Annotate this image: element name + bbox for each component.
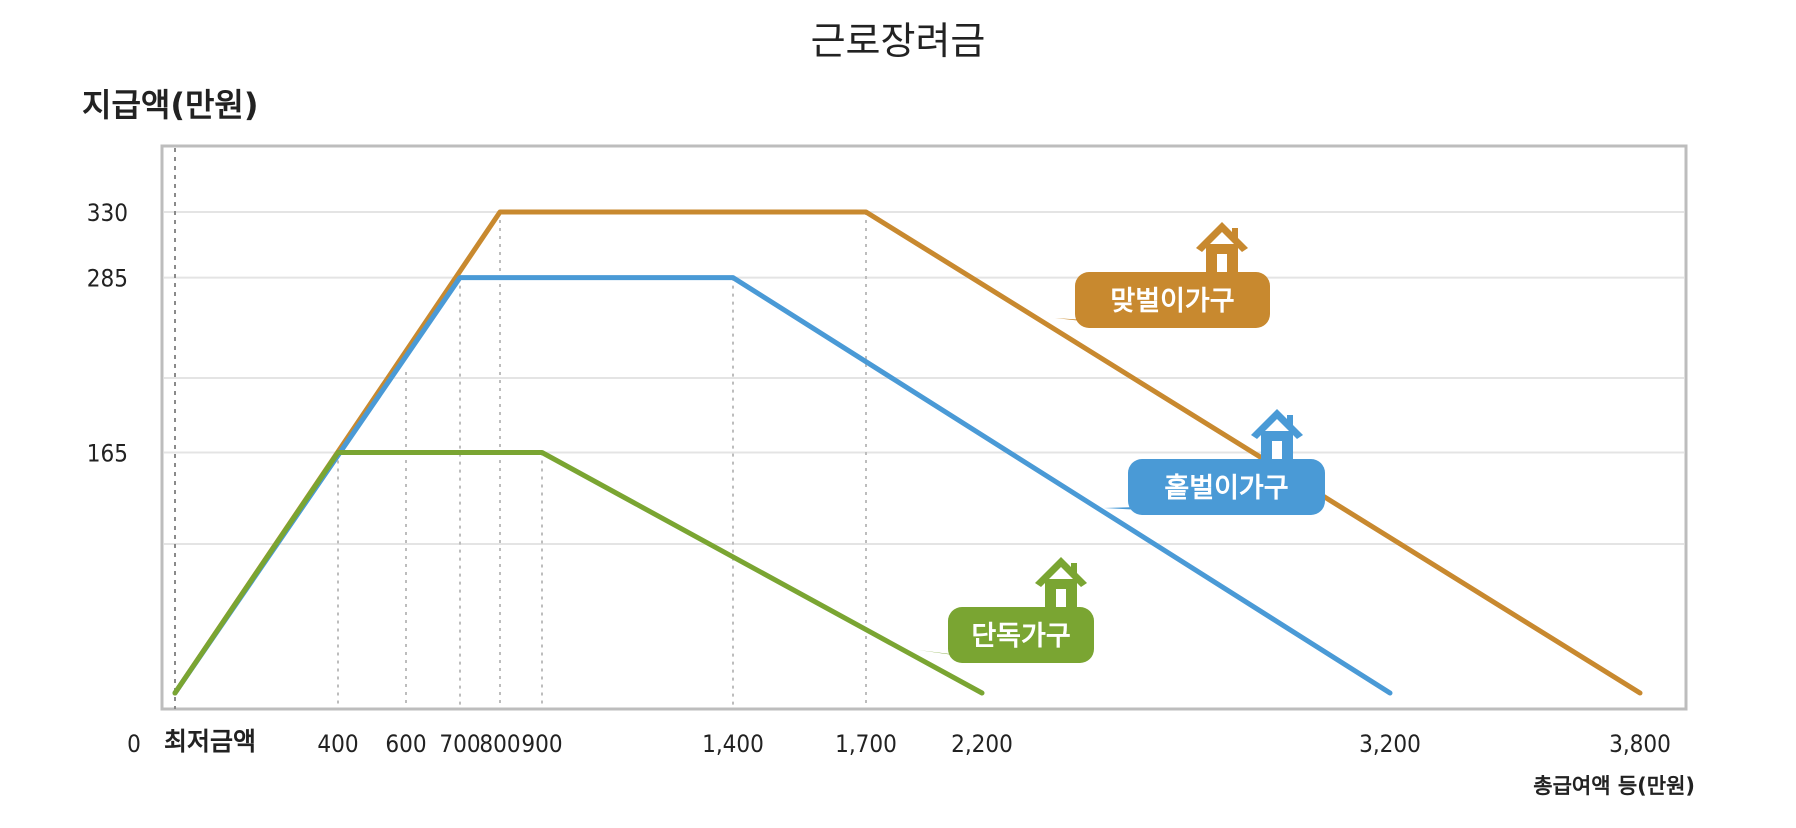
x-tick-label: 900 <box>521 730 562 758</box>
series-lines <box>172 209 1643 696</box>
house-door <box>1272 441 1282 459</box>
x-tick-label: 800 <box>479 730 520 758</box>
x-tick-label: 600 <box>385 730 426 758</box>
badge-box <box>1128 459 1325 515</box>
x-tick-label: 400 <box>317 730 358 758</box>
house-chimney <box>1287 415 1293 427</box>
badge-label: 단독가구 <box>971 621 1070 652</box>
x-tick-label: 1,700 <box>835 730 897 758</box>
x-tick-label: 3,800 <box>1609 730 1671 758</box>
plot-frame <box>160 144 1688 711</box>
x-tick-label: 3,200 <box>1359 730 1421 758</box>
badge-label: 홑벌이가구 <box>1164 473 1288 504</box>
legend-badge-2: 단독가구 <box>918 557 1094 663</box>
grid <box>164 211 1684 545</box>
badge-box <box>948 607 1094 663</box>
x-tick-label: 2,200 <box>951 730 1013 758</box>
vertical-guides <box>337 212 867 709</box>
chart-title: 근로장려금 <box>811 19 986 63</box>
house-icon <box>1251 409 1303 459</box>
x-tick-label: 1,400 <box>702 730 764 758</box>
house-door <box>1217 254 1227 272</box>
y-axis-label: 지급액(만원) <box>82 86 258 124</box>
y-tick-label: 285 <box>87 265 128 293</box>
series-line-2 <box>172 450 985 696</box>
x-tick-label: 700 <box>439 730 480 758</box>
house-chimney <box>1071 563 1077 575</box>
x-axis-label: 총급여액 등(만원) <box>1533 774 1695 798</box>
y-tick-label: 165 <box>87 440 128 468</box>
y-tick-labels: 165 285 330 <box>87 199 128 468</box>
y-tick-label: 330 <box>87 199 128 227</box>
badge-box <box>1075 272 1270 328</box>
house-icon <box>1196 222 1248 272</box>
house-chimney <box>1232 228 1238 240</box>
x-tick-label: 0 <box>127 730 141 758</box>
legend-badge-0: 맞벌이가구 <box>1055 222 1270 328</box>
badge-label: 맞벌이가구 <box>1110 286 1234 317</box>
x-tick-label-minimum: 최저금액 <box>164 727 256 756</box>
house-icon <box>1035 557 1087 607</box>
house-door <box>1056 589 1066 607</box>
legend-badge-1: 홑벌이가구 <box>1104 409 1325 515</box>
